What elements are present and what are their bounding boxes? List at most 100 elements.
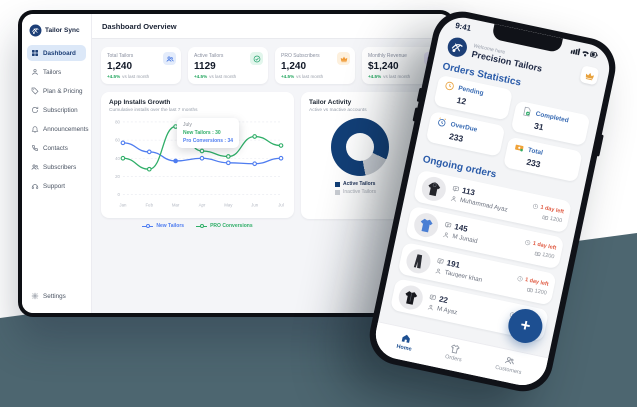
line-chart-subtitle: Cumulative installs over the last 7 mont… <box>109 108 198 113</box>
nav-item-label: Customers <box>494 364 522 377</box>
bell-icon <box>31 125 39 133</box>
person-icon <box>442 231 450 239</box>
phone-icon <box>31 144 39 152</box>
sidebar-item-plan-pricing[interactable]: Plan & Pricing <box>27 83 86 99</box>
line-chart-column: App Installs Growth Cumulative installs … <box>101 92 294 229</box>
stat-delta: +4.5% vs last month <box>368 74 411 79</box>
order-stat-pending[interactable]: Pending 12 <box>433 74 514 121</box>
order-item-191[interactable]: 191 Tauqeer khan 1 day left 1200 <box>397 241 557 306</box>
grid-icon <box>31 49 39 57</box>
main-header: Dashboard Overview <box>92 14 451 39</box>
stat-value: $1,240 <box>368 61 399 72</box>
sidebar-item-contacts[interactable]: Contacts <box>27 140 86 156</box>
sidebar-item-dashboard[interactable]: Dashboard <box>27 45 86 61</box>
svg-text:Jul: Jul <box>278 202 284 207</box>
phone-screen: 9:41 Welcome here Precision Tailors Orde… <box>371 13 614 390</box>
line-chart-card: App Installs Growth Cumulative installs … <box>101 92 294 219</box>
logo-icon <box>445 35 470 60</box>
order-amount: 1200 <box>541 251 555 260</box>
clock-icon <box>517 275 524 282</box>
order-id: 22 <box>438 294 449 306</box>
sidebar-item-label: Settings <box>43 292 66 300</box>
tooltip-row: Pro Conversions : 34 <box>183 138 234 144</box>
svg-text:Feb: Feb <box>146 202 154 207</box>
order-item-145[interactable]: 145 M Junaid 1 day left 1200 <box>405 205 565 270</box>
nav-item-orders[interactable]: Orders <box>444 342 464 363</box>
check-circle-icon <box>250 52 263 65</box>
chat-icon <box>452 185 460 193</box>
legend-swatch <box>335 189 340 195</box>
desktop-app-window: Tailor Sync Dashboard Tailors Plan & Prici… <box>18 10 455 317</box>
stat-label: PRO Subscribers <box>281 53 320 59</box>
cash-icon <box>534 250 541 257</box>
donut-chart-legend: Active Tailors Inactive Tailors <box>335 181 434 195</box>
stat-card-active-tailors: Active Tailors 1129 +4.5% vs last month <box>188 47 268 84</box>
tag-icon <box>31 87 39 95</box>
order-stat-label: Total <box>527 146 544 157</box>
line-chart-legend: New Tailors PRO Conversions <box>101 223 294 229</box>
order-amount: 1200 <box>534 287 548 297</box>
charts-row: App Installs Growth Cumulative installs … <box>101 92 442 229</box>
chat-icon <box>429 293 437 301</box>
refresh-icon <box>31 106 39 114</box>
order-item-113[interactable]: 113 Muhammad Ayaz 1 day left 1200 <box>412 169 573 234</box>
logo-icon <box>29 24 42 37</box>
signal-wifi-battery-icon <box>570 45 599 60</box>
crown-button[interactable] <box>579 65 600 86</box>
home-icon <box>400 332 412 344</box>
order-stat-overdue[interactable]: OverDue 233 <box>425 110 506 157</box>
brand: Tailor Sync <box>27 22 86 45</box>
sidebar: Tailor Sync Dashboard Tailors Plan & Prici… <box>22 14 92 313</box>
person-icon <box>31 68 39 76</box>
power-button <box>596 134 604 157</box>
stat-delta: +4.5% vs last month <box>194 74 237 79</box>
doc-check-icon <box>521 106 533 118</box>
person-icon <box>427 303 435 311</box>
order-item-image <box>404 247 433 276</box>
sidebar-item-support[interactable]: Support <box>27 178 86 194</box>
nav-item-customers[interactable]: Customers <box>495 353 525 376</box>
alarm-icon <box>436 116 448 128</box>
order-stat-total[interactable]: Total 233 <box>502 136 583 183</box>
order-amount: 1200 <box>549 215 563 224</box>
order-item-22[interactable]: 22 M Ayaz 1 day left 1200 <box>389 278 550 342</box>
page-title: Dashboard Overview <box>102 22 177 31</box>
money-icon <box>513 142 525 154</box>
legend-label: Active Tailors <box>343 181 376 187</box>
svg-text:20: 20 <box>115 174 120 179</box>
donut-chart <box>331 118 389 176</box>
chat-icon <box>444 221 452 229</box>
status-bar: 9:41 <box>441 13 614 63</box>
stat-label: Monthly Revenue <box>368 53 407 59</box>
nav-item-label: Home <box>395 343 413 353</box>
cash-icon <box>526 286 533 293</box>
donut-chart-title: Tailor Activity <box>309 99 352 106</box>
phone-mockup: 9:41 Welcome here Precision Tailors Orde… <box>364 6 621 397</box>
sidebar-item-subscribers[interactable]: Subscribers <box>27 159 86 175</box>
nav-item-home[interactable]: Home <box>396 332 415 353</box>
svg-text:Jan: Jan <box>119 202 127 207</box>
stat-delta: +4.5% vs last month <box>107 74 150 79</box>
order-item-image <box>396 283 426 312</box>
people-icon <box>504 355 516 367</box>
stat-label: Total Tailors <box>107 53 134 59</box>
sidebar-item-subscription[interactable]: Subscription <box>27 102 86 118</box>
legend-label: Inactive Tailors <box>343 189 376 195</box>
donut-legend-active-tailors: Active Tailors <box>335 181 434 187</box>
svg-text:60: 60 <box>115 138 120 143</box>
sidebar-item-tailors[interactable]: Tailors <box>27 64 86 80</box>
stat-value: 1129 <box>194 61 216 72</box>
brand-name: Tailor Sync <box>45 27 80 34</box>
order-stat-completed[interactable]: Completed 31 <box>510 100 591 147</box>
sidebar-item-settings[interactable]: Settings <box>27 288 86 304</box>
orders-statistics-grid: Pending 12 Completed 31 OverDue 233 Tota… <box>417 73 601 183</box>
stat-card-pro-subscribers: PRO Subscribers 1,240 +4.5% vs last month <box>275 47 355 84</box>
people-icon <box>31 163 39 171</box>
legend-marker <box>142 224 154 229</box>
sidebar-item-label: Support <box>43 182 66 190</box>
legend-swatch <box>335 181 340 187</box>
sidebar-item-announcements[interactable]: Announcements <box>27 121 89 137</box>
shirt-icon <box>449 343 461 355</box>
stat-label: Active Tailors <box>194 53 224 59</box>
